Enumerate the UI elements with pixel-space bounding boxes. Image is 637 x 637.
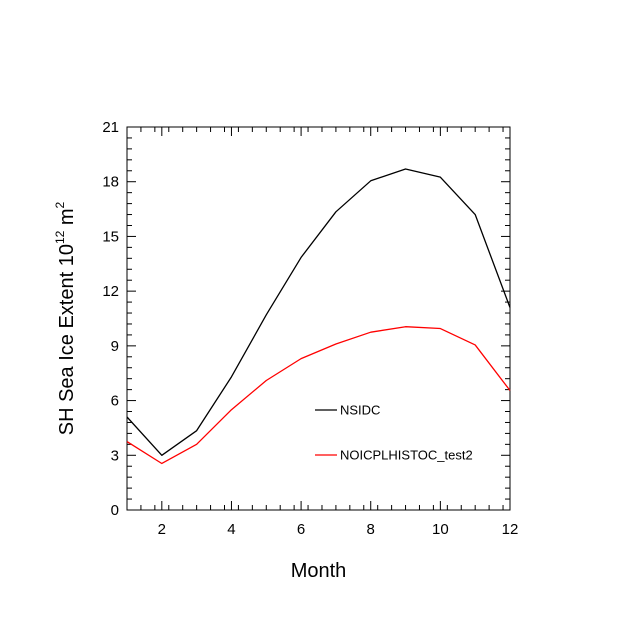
x-tick-label: 2 xyxy=(158,521,166,538)
y-tick-label: 18 xyxy=(102,174,119,191)
y-tick-label: 6 xyxy=(111,393,119,410)
x-tick-label: 4 xyxy=(227,521,235,538)
y-tick-label: 15 xyxy=(102,228,119,245)
legend-label-nsidc: NSIDC xyxy=(340,403,380,418)
series-line-nsidc xyxy=(126,168,511,456)
x-tick-label: 12 xyxy=(502,521,519,538)
y-tick-label: 3 xyxy=(111,447,119,464)
legend: NSIDC NOICPLHISTOC_test2 xyxy=(315,403,473,463)
x-tick-label: 10 xyxy=(432,521,449,538)
series-lines xyxy=(126,168,511,465)
x-tick-label: 8 xyxy=(367,521,375,538)
y-tick-label: 9 xyxy=(111,338,119,355)
y-axis-label: SH Sea Ice Extent 1012 m2 xyxy=(53,201,78,435)
plot-frame xyxy=(126,126,511,511)
x-axis-label: Month xyxy=(291,560,347,582)
y-tick-label: 21 xyxy=(102,119,119,136)
axis-ticks xyxy=(127,126,511,511)
x-tick-label: 6 xyxy=(297,521,305,538)
legend-label-noicplhistoc-test2: NOICPLHISTOC_test2 xyxy=(340,448,473,463)
y-tick-label: 0 xyxy=(111,502,119,519)
y-tick-label: 12 xyxy=(102,283,119,300)
series-line-noicplhistoc-test2 xyxy=(126,326,511,465)
